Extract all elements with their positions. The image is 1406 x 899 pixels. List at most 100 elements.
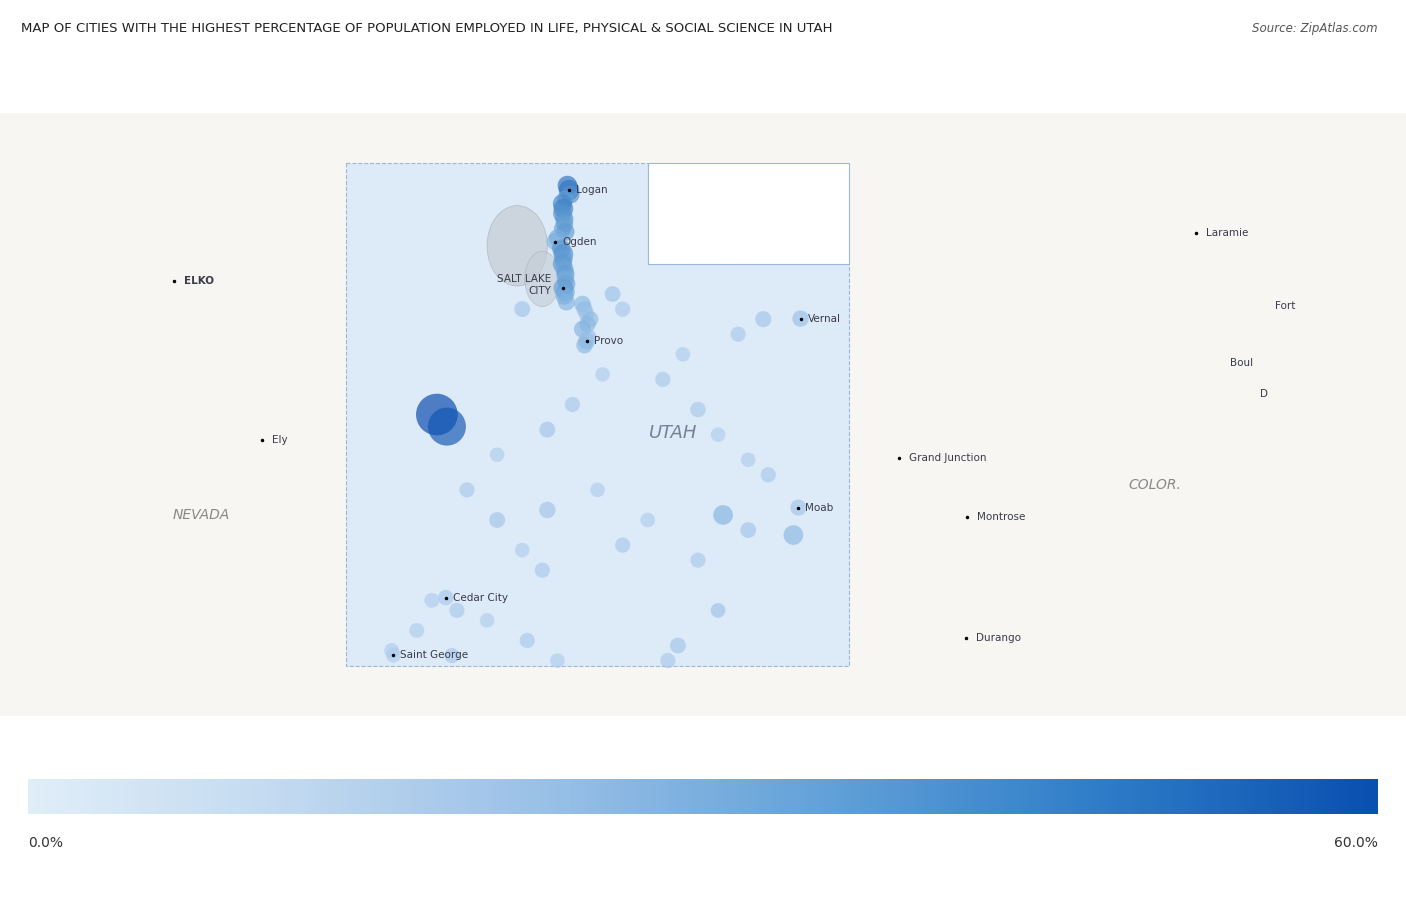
Point [550,242,572,256]
Point [737,452,759,467]
Text: Montrose: Montrose [977,512,1025,522]
Point [555,277,578,291]
Point [782,528,804,542]
Text: ELKO: ELKO [184,276,215,286]
Point [456,483,478,497]
Point [575,334,598,348]
Point [551,197,574,211]
Text: Boul: Boul [1230,358,1253,368]
Text: D: D [1260,389,1268,399]
Point [612,302,634,316]
Point [672,347,695,361]
Point [651,372,673,387]
Text: Source: ZipAtlas.com: Source: ZipAtlas.com [1253,22,1378,35]
Point [571,322,593,336]
Text: Provo: Provo [593,336,623,346]
Point [558,182,581,197]
Point [531,563,554,577]
Point [578,330,600,344]
Point [554,225,576,239]
Text: Ely: Ely [273,435,288,445]
Point [789,311,811,325]
Text: 60.0%: 60.0% [1334,836,1378,850]
Polygon shape [648,164,849,264]
Point [486,448,509,462]
Point [657,654,679,668]
Point [554,267,576,281]
Point [707,603,730,618]
Point [561,397,583,412]
Text: Logan: Logan [576,185,607,195]
Point [553,217,575,231]
Point [553,280,575,295]
Point [553,211,575,226]
Text: Ogden: Ogden [562,236,598,246]
Point [475,613,498,628]
Point [551,257,574,271]
Point [737,523,759,538]
Point [544,235,567,249]
Text: Moab: Moab [806,503,834,512]
Point [586,483,609,497]
Point [434,591,457,605]
Text: Grand Junction: Grand Junction [908,453,987,463]
Point [554,191,576,206]
Point [574,338,596,352]
Point [756,467,779,482]
Point [727,327,749,342]
Point [420,593,443,608]
Point [686,403,709,417]
Text: Cedar City: Cedar City [453,592,508,602]
Point [707,603,730,618]
Text: UTAH: UTAH [648,423,697,441]
Point [553,262,575,276]
Point [551,221,574,236]
Point [553,289,575,303]
Point [576,317,599,332]
Point [555,295,578,309]
Point [612,538,634,552]
Point [405,623,427,637]
Point [553,201,575,216]
Ellipse shape [486,206,547,286]
Ellipse shape [524,252,560,307]
Point [557,178,579,192]
Point [707,427,730,441]
Point [486,512,509,527]
Point [536,503,558,517]
Point [436,420,458,434]
Point [574,302,596,316]
Text: Laramie: Laramie [1206,227,1249,237]
Point [571,297,593,311]
Point [637,512,659,527]
Point [546,230,568,245]
Text: Vernal: Vernal [807,314,841,324]
Point [546,654,568,668]
Text: Saint George: Saint George [401,650,468,660]
Text: MAP OF CITIES WITH THE HIGHEST PERCENTAGE OF POPULATION EMPLOYED IN LIFE, PHYSIC: MAP OF CITIES WITH THE HIGHEST PERCENTAG… [21,22,832,35]
Text: Fort: Fort [1275,300,1296,310]
Point [787,501,810,515]
Point [548,238,571,253]
Point [592,367,614,381]
Point [510,543,533,557]
Point [554,271,576,286]
Point [711,508,734,522]
Point [752,312,775,326]
Point [382,648,405,663]
Text: COLOR.: COLOR. [1129,478,1181,492]
Point [553,252,575,266]
Point [666,638,689,653]
Point [426,407,449,422]
Text: SALT LAKE
CITY: SALT LAKE CITY [496,274,551,296]
Point [579,312,602,326]
Point [560,187,582,201]
Point [516,633,538,647]
Point [602,287,624,301]
Point [686,553,709,567]
Point [510,302,533,316]
Text: Durango: Durango [976,633,1021,643]
Point [553,246,575,261]
Point [551,207,574,221]
Point [536,423,558,437]
